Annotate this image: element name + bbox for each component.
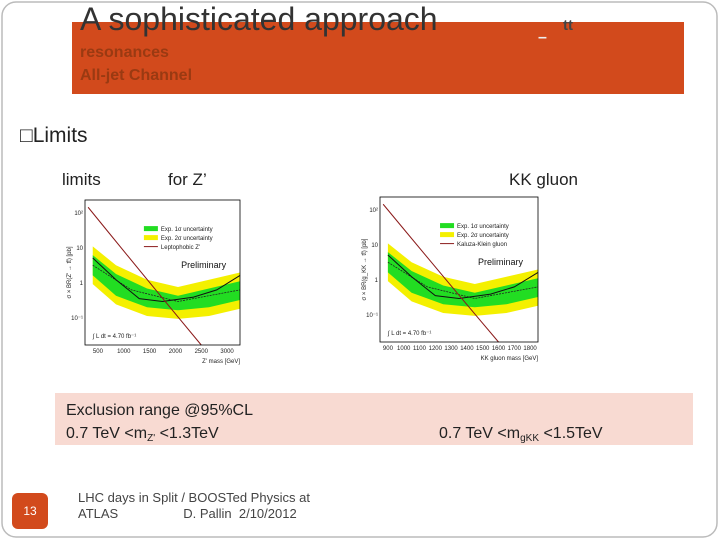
plot-frame (84, 199, 241, 346)
legend-entry: Exp. 2σ uncertainty (161, 236, 213, 242)
x-tick-label: 1000 (117, 349, 131, 355)
title: A sophisticated approach (80, 1, 438, 37)
x-tick-label: 2000 (169, 349, 183, 355)
y-tick-label: 10 (371, 243, 378, 249)
y-tick-label: 10⁻¹ (366, 313, 378, 319)
y-tick-label: 10² (74, 211, 83, 217)
legend-swatch (143, 235, 158, 241)
y-axis-label: σ × BR(Z' → tt̄) [pb] (66, 246, 73, 298)
plot-frame (379, 196, 539, 343)
title-symbol: tt (563, 17, 573, 34)
label: limits (62, 170, 101, 189)
plot-tag: Preliminary (478, 257, 524, 267)
observed-line (92, 257, 241, 303)
exclusion-box (55, 393, 693, 445)
x-tick-label: 1500 (143, 349, 157, 355)
legend-swatch (440, 223, 455, 229)
lumi: ∫ L dt = 4.70 fb⁻¹ (92, 333, 136, 340)
footer: ATLAS D. Pallin 2/10/2012 (78, 506, 297, 521)
title-symbol-bar: – (538, 29, 547, 46)
x-tick-label: 900 (383, 346, 394, 352)
y-tick-label: 10 (76, 246, 83, 252)
x-tick-label: 1100 (413, 346, 427, 352)
x-tick-label: 1800 (523, 346, 537, 352)
legend-entry: Exp. 2σ uncertainty (457, 233, 509, 239)
y-tick-label: 1 (375, 278, 379, 284)
y-tick-label: 10⁻¹ (71, 316, 83, 322)
theory-line (87, 206, 202, 346)
plot-tag: Preliminary (181, 260, 227, 270)
exclusion-right: 0.7 TeV <mgKK <1.5TeV (439, 425, 603, 444)
exclusion-left: 0.7 TeV <mZ' <1.3TeV (66, 425, 219, 444)
x-tick-label: 1200 (429, 346, 443, 352)
x-axis-label: KK gluon mass [GeV] (481, 356, 539, 362)
legend-entry: Leptophobic Z' (161, 245, 200, 251)
x-tick-label: 500 (93, 349, 104, 355)
y-axis-label: σ × BR(g_KK → tt̄) [pb] (361, 238, 368, 300)
expected-line (387, 261, 539, 299)
lumi: ∫ L dt = 4.70 fb⁻¹ (387, 330, 431, 337)
bullet: □Limits (20, 124, 88, 147)
theory-line (382, 203, 499, 343)
expected-line (92, 264, 241, 302)
x-tick-label: 1600 (492, 346, 506, 352)
footer: LHC days in Split / BOOSTed Physics at (78, 490, 310, 505)
legend-entry: Kaluza-Klein gluon (457, 242, 507, 248)
legend-entry: Exp. 1σ uncertainty (161, 227, 213, 233)
x-tick-label: 1000 (397, 346, 411, 352)
x-tick-label: 1700 (508, 346, 522, 352)
label: KK gluon (509, 170, 578, 189)
legend-swatch (143, 226, 158, 232)
label: for Z’ (168, 170, 207, 189)
page-badge (12, 493, 48, 529)
x-tick-label: 1500 (476, 346, 490, 352)
subtitle: All-jet Channel (80, 67, 192, 84)
y-tick-label: 1 (80, 281, 84, 287)
x-axis-label: Z' mass [GeV] (202, 359, 240, 365)
x-tick-label: 2500 (195, 349, 209, 355)
legend-swatch (440, 232, 455, 238)
x-tick-label: 1400 (460, 346, 474, 352)
header-bar (72, 22, 684, 94)
y-tick-label: 10² (369, 208, 378, 214)
observed-line (387, 254, 539, 300)
x-tick-label: 1300 (444, 346, 458, 352)
subtitle: resonances (80, 44, 169, 61)
band (92, 255, 240, 311)
legend-entry: Exp. 1σ uncertainty (457, 224, 509, 230)
exclusion-heading: Exclusion range @95%CL (66, 402, 253, 419)
x-tick-label: 3000 (220, 349, 234, 355)
page-number: 13 (23, 504, 37, 518)
